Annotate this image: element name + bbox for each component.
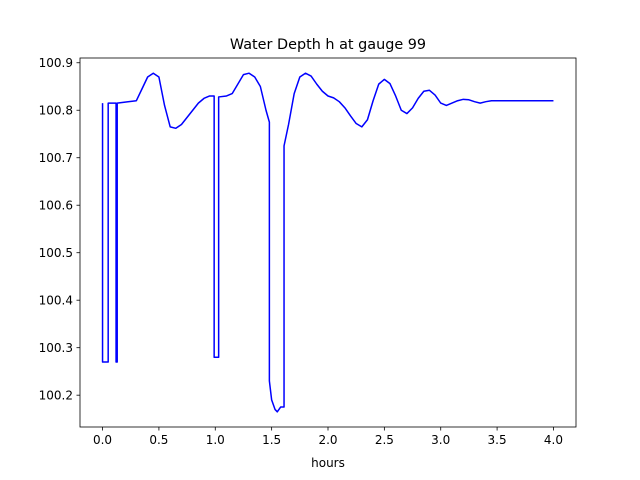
y-tick-label: 100.5	[39, 246, 73, 260]
y-tick-label: 100.6	[39, 199, 73, 213]
chart-title: Water Depth h at gauge 99	[230, 37, 426, 53]
y-tick-label: 100.9	[39, 56, 73, 70]
x-tick-label: 1.0	[206, 433, 225, 447]
x-tick-label: 0.5	[149, 433, 168, 447]
y-tick-label: 100.8	[39, 104, 73, 118]
y-tick-label: 100.3	[39, 341, 73, 355]
x-axis: 0.0 0.5 1.0 1.5 2.0 2.5 3.0 3.5 4.0	[93, 427, 563, 447]
x-tick-label: 3.0	[431, 433, 450, 447]
x-tick-label: 3.5	[488, 433, 507, 447]
x-tick-label: 2.5	[375, 433, 394, 447]
x-axis-label: hours	[311, 456, 345, 470]
series-line-1	[101, 72, 554, 413]
y-tick-label: 100.7	[39, 151, 73, 165]
x-tick-label: 0.0	[93, 433, 112, 447]
y-axis: 100.2 100.3 100.4 100.5 100.6 100.7 100.8 100.9	[39, 56, 80, 402]
x-tick-label: 2.0	[318, 433, 337, 447]
x-tick-label: 1.5	[262, 433, 281, 447]
y-tick-label: 100.2	[39, 388, 73, 402]
x-tick-label: 4.0	[544, 433, 563, 447]
y-tick-label: 100.4	[39, 294, 73, 308]
